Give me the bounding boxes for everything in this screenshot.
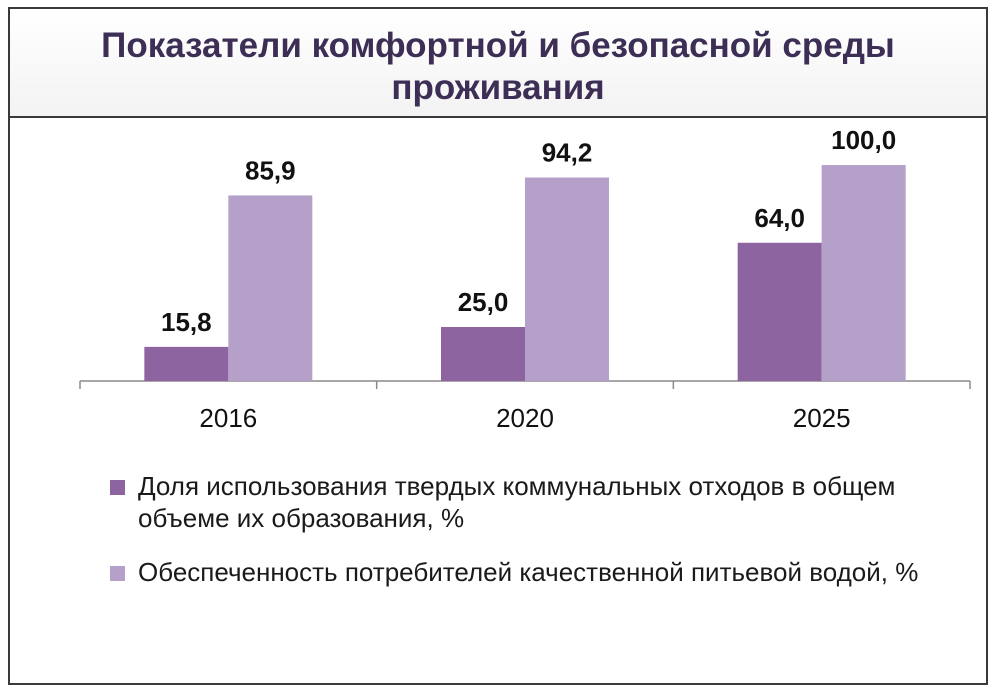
bar-series2-2025: [821, 165, 906, 381]
legend-label-series1: Доля использования твердых коммунальных …: [138, 471, 896, 533]
data-label: 100,0: [831, 125, 896, 155]
bar-series2-2020: [525, 177, 609, 381]
title-area: Показатели комфортной и безопасной среды…: [10, 9, 986, 118]
x-tick-label: 2020: [496, 403, 554, 433]
bar-series2-2016: [228, 195, 313, 381]
legend-item-series2: Обеспеченность потребителей качественной…: [110, 556, 930, 588]
x-tick-label: 2025: [793, 403, 851, 433]
bar-series1-2020: [441, 327, 525, 381]
data-label: 25,0: [458, 287, 509, 317]
data-label: 94,2: [542, 138, 593, 168]
legend-item-series1: Доля использования твердых коммунальных …: [110, 470, 930, 534]
legend-label-series2: Обеспеченность потребителей качественной…: [138, 557, 919, 587]
legend: Доля использования твердых коммунальных …: [110, 470, 930, 610]
bar-series1-2025: [737, 242, 822, 381]
legend-swatch-series2: [110, 566, 125, 581]
data-label: 64,0: [754, 203, 805, 233]
x-tick-label: 2016: [199, 403, 257, 433]
data-label: 15,8: [161, 307, 212, 337]
chart-title: Показатели комфортной и безопасной среды…: [101, 26, 895, 107]
data-label: 85,9: [245, 155, 296, 185]
bar-chart: 15,8 85,9 2016 25,0 94,2 2020 64,0 100,0 2025: [79, 125, 971, 433]
bar-series1-2016: [144, 346, 229, 381]
legend-swatch-series1: [110, 480, 125, 495]
